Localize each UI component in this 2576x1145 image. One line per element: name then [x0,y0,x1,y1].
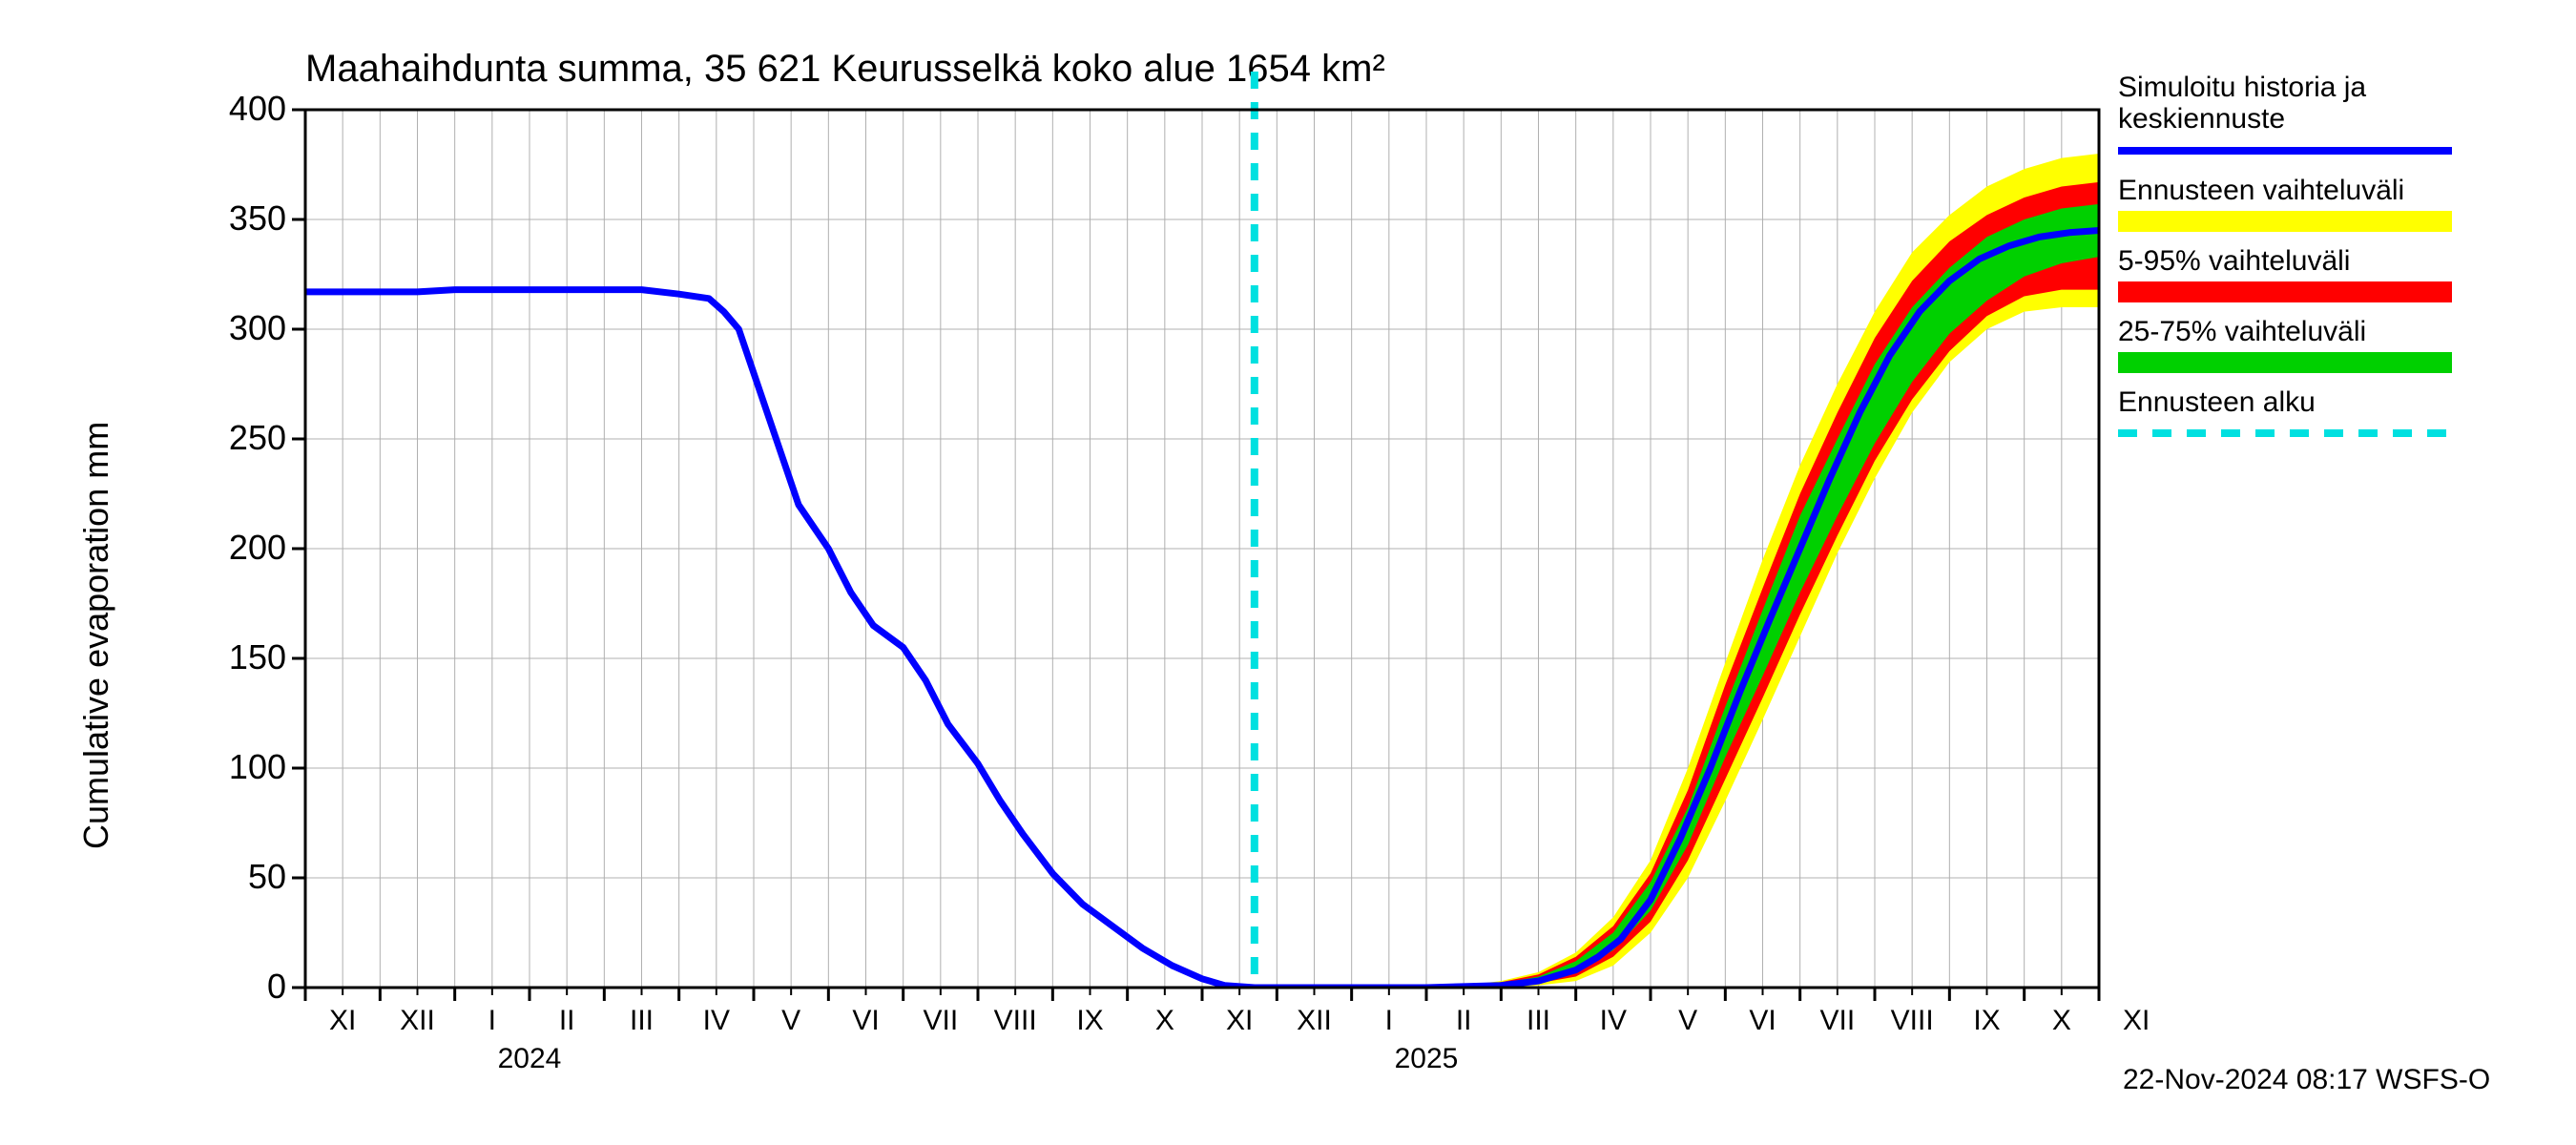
x-tick-month: I [1385,1005,1393,1037]
x-tick-month: XI [1226,1005,1253,1037]
y-tick: 350 [210,198,286,239]
x-tick-month: IX [1076,1005,1103,1037]
y-tick: 250 [210,418,286,458]
x-tick-month: VI [1749,1005,1776,1037]
x-tick-month: XII [1297,1005,1332,1037]
chart-footer: 22-Nov-2024 08:17 WSFS-O [2123,1064,2490,1096]
legend-item-label: Ennusteen vaihteluväli [2118,175,2509,206]
legend-item-label: Simuloitu historia ja keskiennuste [2118,72,2509,135]
x-tick-month: VII [923,1005,958,1037]
x-tick-month: IX [1973,1005,2000,1037]
y-tick: 0 [210,967,286,1007]
x-tick-month: IV [1600,1005,1627,1037]
y-tick: 400 [210,89,286,129]
x-tick-month: XII [400,1005,435,1037]
legend-item-label: 5-95% vaihteluväli [2118,245,2509,277]
x-tick-month: I [488,1005,496,1037]
y-tick: 150 [210,637,286,677]
legend-item-label: Ennusteen alku [2118,386,2509,418]
x-tick-month: XI [329,1005,356,1037]
x-tick-month: X [2052,1005,2071,1037]
x-tick-month: V [1678,1005,1697,1037]
x-tick-month: VIII [1891,1005,1934,1037]
x-tick-month: VII [1819,1005,1855,1037]
legend-item-label: 25-75% vaihteluväli [2118,316,2509,347]
x-tick-month: VIII [994,1005,1037,1037]
chart-container: Maahaihdunta summa, 35 621 Keurusselkä k… [0,0,2576,1145]
y-tick: 200 [210,528,286,568]
x-tick-month: II [1456,1005,1472,1037]
x-tick-month: XI [2123,1005,2150,1037]
y-tick: 300 [210,308,286,348]
x-tick-month: III [1527,1005,1550,1037]
x-tick-month: VI [852,1005,879,1037]
x-tick-month: II [559,1005,575,1037]
x-tick-year: 2024 [498,1043,562,1075]
x-tick-month: X [1155,1005,1174,1037]
y-tick: 100 [210,747,286,787]
x-tick-month: IV [703,1005,730,1037]
x-tick-month: III [630,1005,654,1037]
x-tick-year: 2025 [1395,1043,1459,1075]
y-tick: 50 [210,857,286,897]
x-tick-month: V [781,1005,800,1037]
chart-plot [0,0,2576,1145]
